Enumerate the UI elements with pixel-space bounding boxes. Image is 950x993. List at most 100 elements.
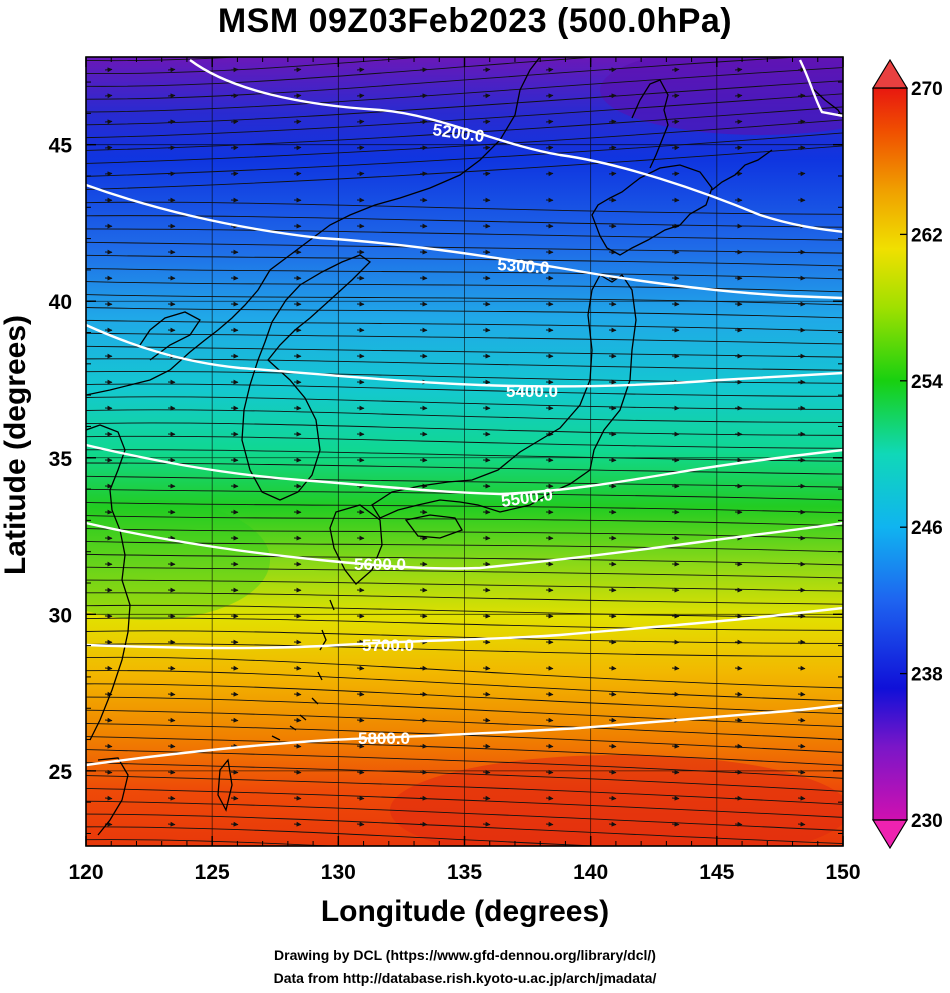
wind-arrow — [797, 769, 806, 775]
wind-arrow — [734, 717, 743, 723]
wind-arrow — [104, 145, 113, 151]
contour-5300 — [86, 183, 843, 300]
wind-arrow — [734, 665, 743, 671]
wind-arrow — [608, 795, 617, 801]
wind-arrow — [167, 795, 176, 801]
streamline — [86, 396, 843, 410]
wind-arrow — [608, 821, 617, 827]
streamline — [86, 319, 843, 332]
colorbar: 230 238 246 254 262 270 — [871, 58, 943, 850]
streamline — [86, 449, 843, 462]
streamline — [86, 515, 843, 527]
streamline — [86, 553, 843, 566]
streamline — [86, 502, 843, 514]
wind-arrow — [482, 171, 491, 177]
wind-arrow — [608, 743, 617, 749]
wind-arrow — [671, 119, 680, 125]
wind-arrow — [734, 93, 743, 99]
wind-arrow — [671, 769, 680, 775]
wind-arrow — [167, 691, 176, 697]
wind-arrow — [293, 119, 302, 125]
wind-arrow — [230, 769, 239, 775]
wind-arrow — [356, 821, 365, 827]
wind-arrow — [104, 93, 113, 99]
wind-arrow — [734, 769, 743, 775]
streamline — [86, 383, 843, 397]
streamline — [86, 462, 843, 475]
streamline — [86, 643, 843, 657]
streamline — [86, 57, 245, 62]
y-axis: 25 30 35 40 45 — [49, 81, 843, 834]
streamline — [86, 106, 843, 151]
wind-arrow — [671, 795, 680, 801]
height-contours — [86, 59, 843, 767]
wind-arrow — [293, 93, 302, 99]
wind-arrow — [167, 171, 176, 177]
wind-arrow — [545, 743, 554, 749]
wind-arrow — [608, 171, 617, 177]
chart-title: MSM 09Z03Feb2023 (500.0hPa) — [217, 2, 733, 40]
streamline — [86, 775, 843, 805]
wind-arrow — [293, 665, 302, 671]
wind-arrow — [419, 743, 428, 749]
contour-5400 — [86, 323, 843, 388]
colorbar-tick-label: 262 — [911, 225, 943, 246]
wind-arrow — [356, 67, 365, 73]
wind-arrow — [356, 717, 365, 723]
wind-arrow — [104, 67, 113, 73]
wind-arrow — [671, 665, 680, 671]
x-tick-label: 125 — [195, 861, 230, 884]
wind-arrow — [797, 691, 806, 697]
contour-5600 — [86, 521, 843, 570]
wind-arrow — [734, 67, 743, 73]
wind-arrow — [104, 769, 113, 775]
streamline — [86, 722, 843, 753]
wind-arrow — [482, 67, 491, 73]
wind-arrow — [230, 821, 239, 827]
contour-label-5300: 5300.0 — [497, 255, 550, 278]
wind-arrow — [545, 665, 554, 671]
colorbar-tick-label: 254 — [911, 372, 943, 393]
wind-arrow — [356, 93, 365, 99]
wind-arrow — [608, 145, 617, 151]
wind-arrow — [482, 717, 491, 723]
wind-arrow — [545, 691, 554, 697]
wind-arrow — [419, 795, 428, 801]
wind-arrow — [230, 119, 239, 125]
wind-arrow — [419, 119, 428, 125]
streamline — [86, 736, 843, 766]
x-tick-label: 150 — [825, 861, 860, 884]
streamline — [86, 566, 843, 579]
streamline — [86, 281, 843, 293]
y-tick-label: 45 — [49, 135, 73, 158]
wind-arrow — [671, 743, 680, 749]
streamline — [86, 683, 843, 715]
wind-arrow — [545, 821, 554, 827]
wind-arrow — [482, 691, 491, 697]
wind-arrow — [419, 717, 428, 723]
x-axis: 120 125 130 135 140 145 150 — [68, 57, 861, 884]
wind-arrow — [482, 795, 491, 801]
colorbar-tick-label: 270 — [911, 79, 943, 100]
wind-arrow — [797, 145, 806, 151]
wind-arrow — [797, 665, 806, 671]
wind-arrow — [293, 795, 302, 801]
streamline — [86, 709, 843, 740]
wind-arrow — [419, 769, 428, 775]
wind-arrow — [671, 67, 680, 73]
wind-arrow — [293, 145, 302, 151]
streamline — [86, 228, 843, 241]
y-tick-label: 40 — [49, 291, 72, 314]
streamline — [86, 370, 843, 384]
map-gridlines — [86, 57, 843, 846]
wind-arrow — [545, 171, 554, 177]
streamline — [86, 630, 843, 644]
streamline — [86, 592, 843, 605]
wind-arrow — [545, 717, 554, 723]
wind-arrow — [293, 821, 302, 827]
wind-arrow — [482, 665, 491, 671]
wind-arrow — [167, 665, 176, 671]
streamline — [86, 696, 843, 728]
wind-arrow — [419, 67, 428, 73]
